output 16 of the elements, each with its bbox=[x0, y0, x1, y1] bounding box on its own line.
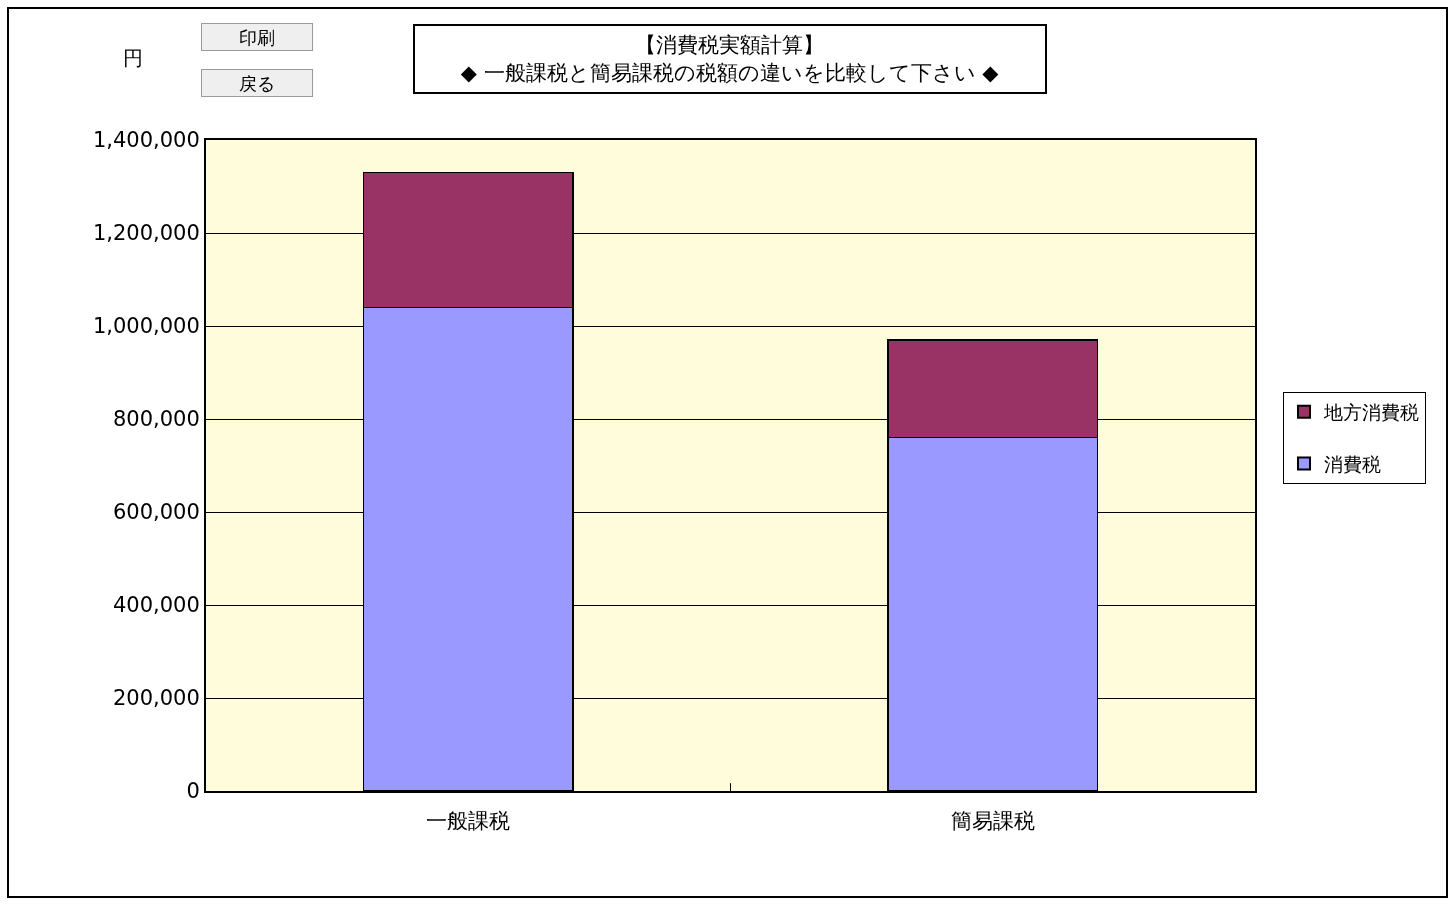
chart-title: 【消費税実額計算】 ◆ 一般課税と簡易課税の税額の違いを比較して下さい ◆ bbox=[460, 33, 1000, 85]
text: 戻る bbox=[239, 72, 275, 94]
y-tick-label: 200,000 bbox=[112, 686, 200, 711]
text: 印刷 bbox=[239, 26, 275, 48]
x-tick-label: 一般課税 bbox=[426, 809, 511, 834]
y-tick-label: 1,400,000 bbox=[92, 128, 200, 153]
y-tick-label: 1,200,000 bbox=[92, 221, 200, 246]
y-tick-label: 800,000 bbox=[112, 407, 200, 432]
y-tick-label: 400,000 bbox=[112, 593, 200, 618]
y-tick-label: 600,000 bbox=[112, 500, 200, 525]
legend-label: 消費税 bbox=[1324, 452, 1381, 475]
x-tick-label: 簡易課税 bbox=[950, 809, 1035, 834]
y-tick-label: 0 bbox=[186, 779, 200, 804]
y-tick-label: 1,000,000 bbox=[92, 314, 200, 339]
legend-label: 地方消費税 bbox=[1323, 401, 1419, 424]
y-axis-title: 円 bbox=[123, 46, 143, 70]
